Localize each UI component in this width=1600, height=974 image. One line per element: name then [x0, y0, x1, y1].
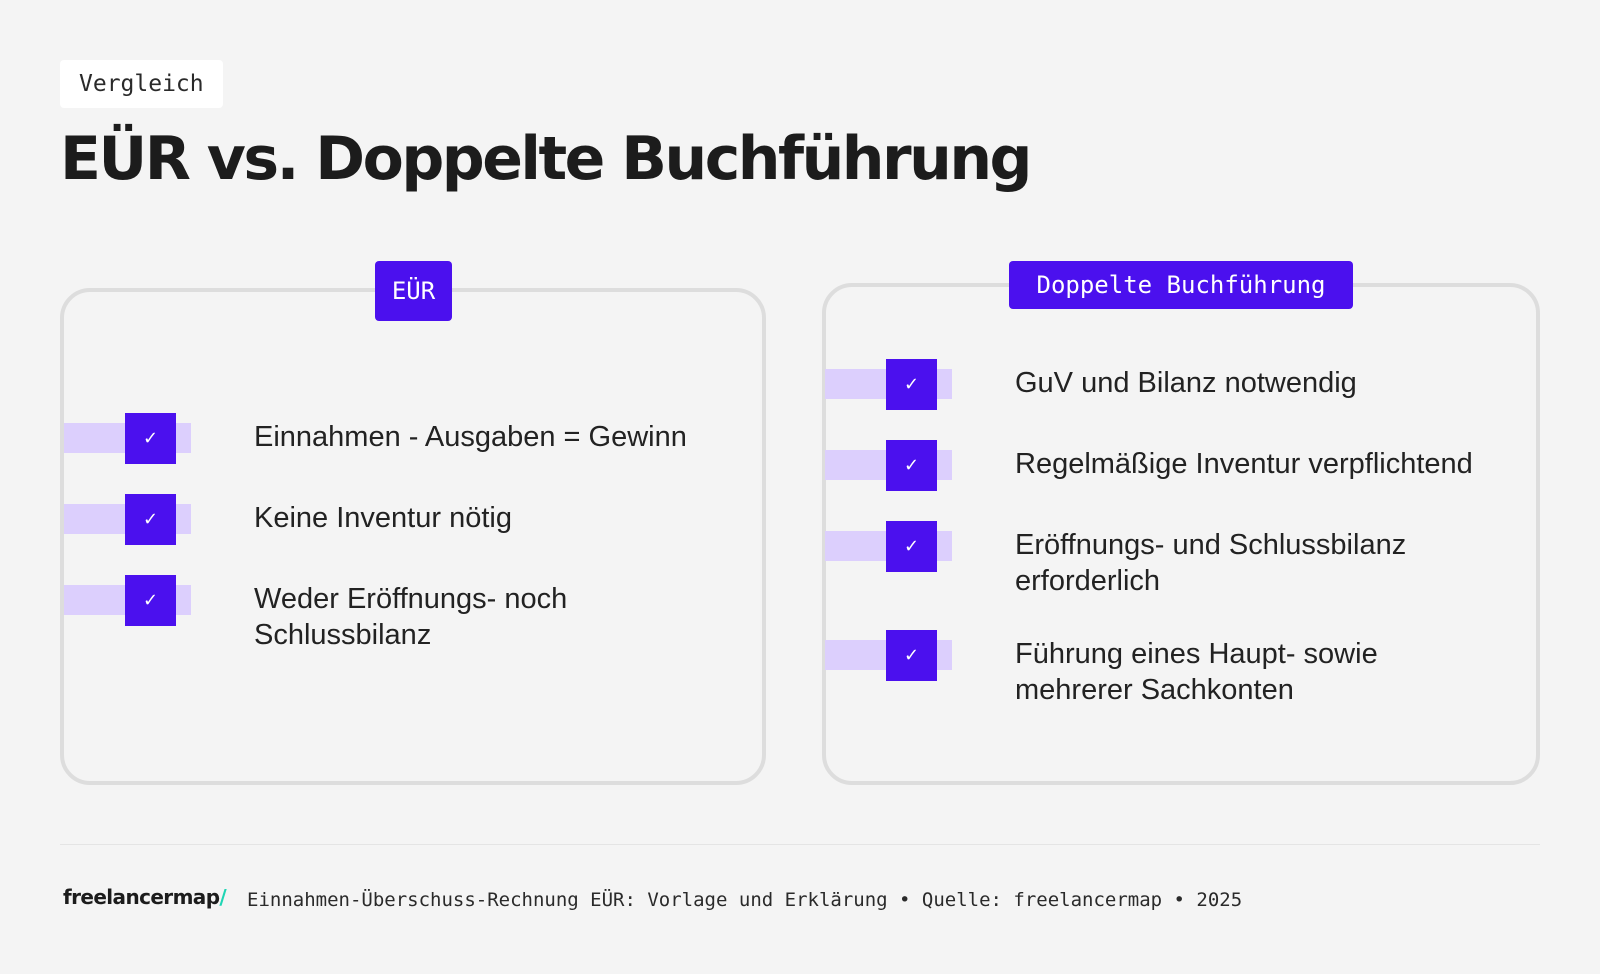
check-icon: ✓	[886, 359, 937, 410]
eur-item-3: Weder Eröffnungs- noch Schlussbilanz	[254, 581, 567, 653]
db-item-4-line-2: mehrerer Sachkonten	[1015, 674, 1294, 706]
check-icon: ✓	[125, 413, 176, 464]
eur-item-1-line-1: Einnahmen - Ausgaben = Gewinn	[254, 421, 687, 453]
eur-item-1: Einnahmen - Ausgaben = Gewinn	[254, 419, 687, 455]
doppelte-buchfuehrung-card-label: Doppelte Buchführung	[1009, 261, 1353, 309]
db-item-4-line-1: Führung eines Haupt- sowie	[1015, 638, 1378, 670]
check-icon: ✓	[886, 521, 937, 572]
eur-item-2: Keine Inventur nötig	[254, 500, 512, 536]
footer-divider	[60, 844, 1540, 845]
eur-item-2-line-1: Keine Inventur nötig	[254, 502, 512, 534]
db-item-1: GuV und Bilanz notwendig	[1015, 365, 1357, 401]
page-title: EÜR vs. Doppelte Buchführung	[60, 124, 1032, 194]
eur-item-3-line-2: Schlussbilanz	[254, 619, 432, 651]
check-icon: ✓	[886, 440, 937, 491]
db-item-2: Regelmäßige Inventur verpflichtend	[1015, 446, 1473, 482]
category-tag: Vergleich	[60, 60, 223, 108]
freelancermap-logo: freelancermap/	[63, 885, 227, 909]
eur-item-3-line-1: Weder Eröffnungs- noch	[254, 583, 568, 615]
db-item-3: Eröffnungs- und Schlussbilanz erforderli…	[1015, 527, 1406, 599]
db-item-3-line-1: Eröffnungs- und Schlussbilanz	[1015, 529, 1407, 561]
eur-card-label: EÜR	[375, 261, 452, 321]
db-item-4: Führung eines Haupt- sowie mehrerer Sach…	[1015, 636, 1378, 708]
db-item-1-line-1: GuV und Bilanz notwendig	[1015, 367, 1357, 399]
footer-caption: Einnahmen-Überschuss-Rechnung EÜR: Vorla…	[247, 889, 1243, 911]
logo-text: freelancermap	[63, 885, 220, 909]
check-icon: ✓	[886, 630, 937, 681]
db-item-3-line-2: erforderlich	[1015, 565, 1161, 597]
check-icon: ✓	[125, 575, 176, 626]
check-icon: ✓	[125, 494, 176, 545]
logo-slash-mark: /	[219, 885, 227, 909]
db-item-2-line-1: Regelmäßige Inventur verpflichtend	[1015, 448, 1473, 480]
